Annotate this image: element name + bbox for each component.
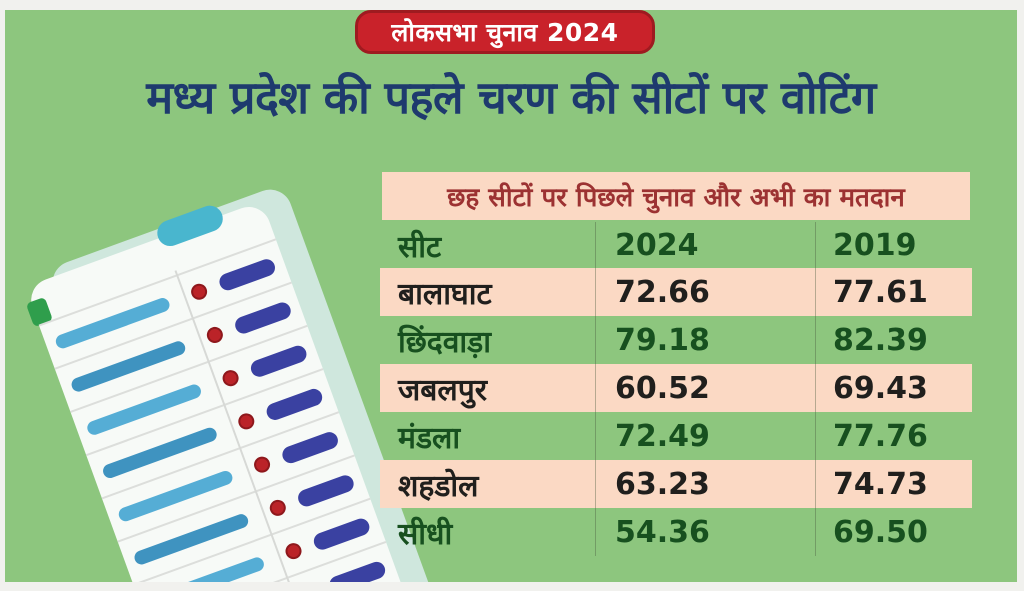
value-2024: 72.66 <box>615 274 710 310</box>
table-row: जबलपुर 60.52 69.43 <box>380 364 972 412</box>
evm-indicator-light-icon <box>188 281 210 302</box>
value-2019: 77.76 <box>833 418 928 454</box>
value-2024: 54.36 <box>615 514 710 550</box>
evm-vote-button-icon <box>216 256 278 293</box>
seat-name: छिंदवाड़ा <box>398 324 491 360</box>
table-row: सीधी 54.36 69.50 <box>380 508 972 556</box>
evm-indicator-light-icon <box>283 540 304 562</box>
evm-indicator-light-icon <box>220 367 241 389</box>
evm-indicator-light-icon <box>236 411 257 432</box>
value-2024: 79.18 <box>615 322 710 358</box>
value-2019: 77.61 <box>833 274 928 310</box>
table-row: बालाघाट 72.66 77.61 <box>380 268 972 316</box>
value-2024: 63.23 <box>615 466 710 502</box>
table-column-divider <box>595 222 596 556</box>
value-2024: 72.49 <box>615 418 710 454</box>
table-column-divider <box>815 222 816 556</box>
seat-name: मंडला <box>398 420 461 456</box>
value-2019: 74.73 <box>833 466 928 502</box>
seat-name: जबलपुर <box>398 372 488 408</box>
table-header-row: सीट 2024 2019 <box>380 222 972 268</box>
evm-vote-button-icon <box>279 429 341 466</box>
table-row: मंडला 72.49 77.76 <box>380 412 972 460</box>
subtitle-banner: छह सीटों पर पिछले चुनाव और अभी का मतदान <box>382 172 970 220</box>
seat-name: शहडोल <box>398 468 479 504</box>
evm-vote-button-icon <box>248 342 309 379</box>
election-badge: लोकसभा चुनाव 2024 <box>355 10 655 54</box>
evm-vote-button-icon <box>295 472 356 509</box>
table-row: छिंदवाड़ा 79.18 82.39 <box>380 316 972 364</box>
column-header-seat: सीट <box>398 229 442 265</box>
evm-vote-button-icon <box>327 558 388 582</box>
voting-table: सीट 2024 2019 बालाघाट 72.66 77.61 छिंदवा… <box>380 222 972 556</box>
seat-name: सीधी <box>398 516 453 552</box>
table-row: शहडोल 63.23 74.73 <box>380 460 972 508</box>
evm-indicator-light-icon <box>267 497 289 519</box>
infographic-panel: लोकसभा चुनाव 2024 मध्य प्रदेश की पहले चर… <box>5 10 1017 582</box>
evm-vote-button-icon <box>232 299 293 336</box>
value-2024: 60.52 <box>615 370 710 406</box>
evm-indicator-light-icon <box>204 324 226 346</box>
evm-vote-button-icon <box>264 386 325 422</box>
election-badge-label: लोकसभा चुनाव 2024 <box>391 18 619 47</box>
value-2019: 82.39 <box>833 322 928 358</box>
evm-result-button-icon <box>153 202 227 250</box>
column-header-2019: 2019 <box>833 227 917 263</box>
seat-name: बालाघाट <box>398 276 492 312</box>
subtitle-banner-label: छह सीटों पर पिछले चुनाव और अभी का मतदान <box>447 183 905 213</box>
value-2019: 69.43 <box>833 370 928 406</box>
value-2019: 69.50 <box>833 514 928 550</box>
column-header-2024: 2024 <box>615 227 699 263</box>
evm-indicator-light-icon <box>251 454 273 475</box>
page-title: मध्य प्रदेश की पहले चरण की सीटों पर वोटि… <box>146 71 876 124</box>
evm-vote-button-icon <box>311 515 372 552</box>
